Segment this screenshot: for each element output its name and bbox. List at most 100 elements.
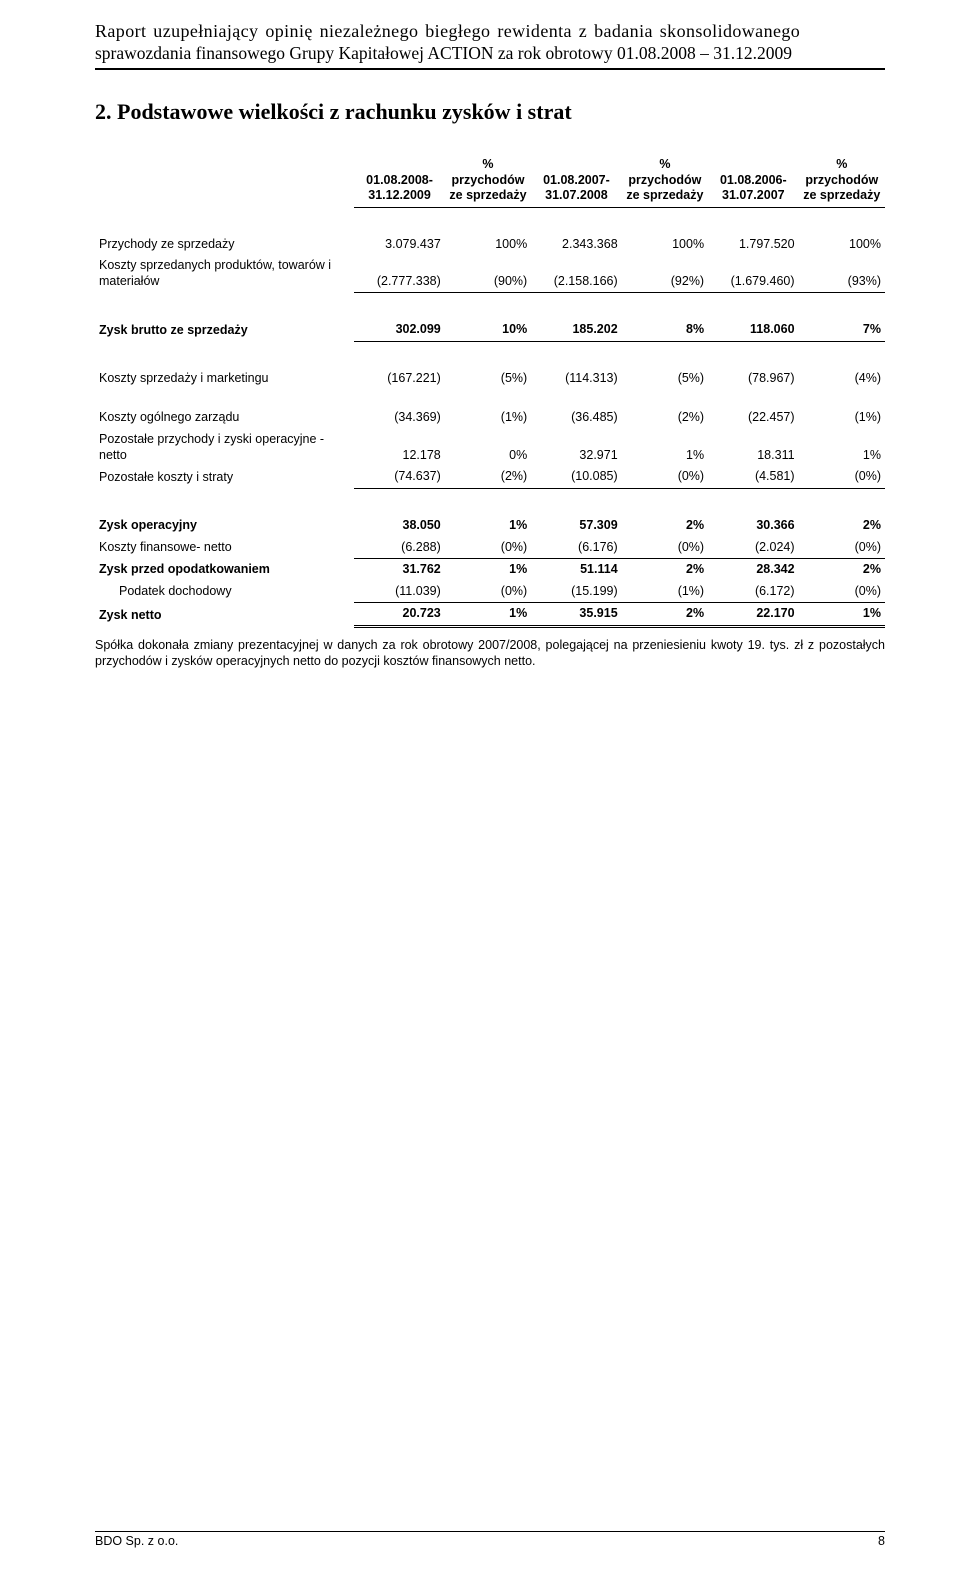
row-label: Zysk operacyjny — [95, 515, 354, 537]
header-line-2: sprawozdania finansowego Grupy Kapitałow… — [95, 43, 885, 65]
value-p1: (34.369) — [354, 407, 444, 429]
spacer-row — [95, 389, 885, 407]
pct-p3: 2% — [799, 559, 885, 581]
value-p3: 118.060 — [708, 319, 798, 341]
pct-p3: 1% — [799, 429, 885, 466]
table-row: Podatek dochodowy(11.039)(0%)(15.199)(1%… — [95, 581, 885, 603]
value-p3: (6.172) — [708, 581, 798, 603]
value-p2: 57.309 — [531, 515, 621, 537]
value-p2: 185.202 — [531, 319, 621, 341]
pct-p2: 2% — [622, 515, 708, 537]
value-p1: (74.637) — [354, 466, 444, 488]
table-row: Zysk brutto ze sprzedaży302.09910%185.20… — [95, 319, 885, 341]
value-p2: (36.485) — [531, 407, 621, 429]
pct-p1: 1% — [445, 603, 531, 627]
pct-p1: 100% — [445, 234, 531, 256]
row-label: Zysk netto — [95, 603, 354, 627]
value-p2: 2.343.368 — [531, 234, 621, 256]
row-label: Podatek dochodowy — [95, 581, 354, 603]
col-pct-1: % przychodów ze sprzedaży — [445, 154, 531, 207]
value-p3: 18.311 — [708, 429, 798, 466]
value-p1: 302.099 — [354, 319, 444, 341]
pct-p3: (0%) — [799, 581, 885, 603]
table-header: 01.08.2008- 31.12.2009 % przychodów ze s… — [95, 154, 885, 234]
pct-p3: 2% — [799, 515, 885, 537]
table-row: Pozostałe koszty i straty(74.637)(2%)(10… — [95, 466, 885, 488]
table-row: Koszty finansowe- netto(6.288)(0%)(6.176… — [95, 537, 885, 559]
pct-p3: (93%) — [799, 255, 885, 292]
pct-p2: (0%) — [622, 537, 708, 559]
value-p1: 12.178 — [354, 429, 444, 466]
pct-p3: (0%) — [799, 466, 885, 488]
table-row: Zysk netto20.7231%35.9152%22.1701% — [95, 603, 885, 627]
pct-p2: 2% — [622, 559, 708, 581]
pct-p2: (92%) — [622, 255, 708, 292]
pct-p2: (5%) — [622, 368, 708, 390]
page-footer: BDO Sp. z o.o. 8 — [95, 1531, 885, 1550]
row-label: Koszty sprzedanych produktów, towarów i … — [95, 255, 354, 292]
footnote: Spółka dokonała zmiany prezentacyjnej w … — [95, 638, 885, 669]
spacer-row — [95, 341, 885, 368]
pct-p2: 8% — [622, 319, 708, 341]
row-label: Koszty finansowe- netto — [95, 537, 354, 559]
pct-p3: 100% — [799, 234, 885, 256]
value-p3: (4.581) — [708, 466, 798, 488]
col-period-1: 01.08.2008- 31.12.2009 — [354, 154, 444, 207]
col-period-2: 01.08.2007- 31.07.2008 — [531, 154, 621, 207]
value-p1: (6.288) — [354, 537, 444, 559]
pct-p1: (5%) — [445, 368, 531, 390]
report-header: Raport uzupełniający opinię niezależnego… — [95, 20, 885, 70]
value-p2: (15.199) — [531, 581, 621, 603]
row-label: Zysk przed opodatkowaniem — [95, 559, 354, 581]
spacer-row — [95, 488, 885, 515]
table-row: Koszty sprzedaży i marketingu(167.221)(5… — [95, 368, 885, 390]
value-p3: 22.170 — [708, 603, 798, 627]
value-p3: (1.679.460) — [708, 255, 798, 292]
row-label: Zysk brutto ze sprzedaży — [95, 319, 354, 341]
pct-p1: 1% — [445, 559, 531, 581]
value-p2: (2.158.166) — [531, 255, 621, 292]
footer-company: BDO Sp. z o.o. — [95, 1534, 178, 1550]
pct-p1: 10% — [445, 319, 531, 341]
pct-p1: (2%) — [445, 466, 531, 488]
pct-p3: (0%) — [799, 537, 885, 559]
value-p3: (78.967) — [708, 368, 798, 390]
value-p1: 20.723 — [354, 603, 444, 627]
pct-p1: (90%) — [445, 255, 531, 292]
row-label: Pozostałe przychody i zyski operacyjne -… — [95, 429, 354, 466]
pct-p1: 0% — [445, 429, 531, 466]
table-row: Koszty sprzedanych produktów, towarów i … — [95, 255, 885, 292]
table-row: Pozostałe przychody i zyski operacyjne -… — [95, 429, 885, 466]
value-p1: (167.221) — [354, 368, 444, 390]
pct-p2: 1% — [622, 429, 708, 466]
value-p3: (22.457) — [708, 407, 798, 429]
pct-p1: (1%) — [445, 407, 531, 429]
col-pct-2: % przychodów ze sprzedaży — [622, 154, 708, 207]
value-p2: (10.085) — [531, 466, 621, 488]
pct-p2: (2%) — [622, 407, 708, 429]
footer-page-number: 8 — [878, 1534, 885, 1550]
table-row: Zysk operacyjny38.0501%57.3092%30.3662% — [95, 515, 885, 537]
value-p1: 38.050 — [354, 515, 444, 537]
value-p2: 51.114 — [531, 559, 621, 581]
value-p1: 31.762 — [354, 559, 444, 581]
col-period-3: 01.08.2006- 31.07.2007 — [708, 154, 798, 207]
value-p2: (6.176) — [531, 537, 621, 559]
pct-p3: 1% — [799, 603, 885, 627]
value-p3: (2.024) — [708, 537, 798, 559]
value-p3: 28.342 — [708, 559, 798, 581]
pct-p3: 7% — [799, 319, 885, 341]
pct-p3: (1%) — [799, 407, 885, 429]
value-p1: (2.777.338) — [354, 255, 444, 292]
pct-p2: (1%) — [622, 581, 708, 603]
pct-p1: (0%) — [445, 537, 531, 559]
table-row: Przychody ze sprzedaży3.079.437100%2.343… — [95, 234, 885, 256]
value-p2: (114.313) — [531, 368, 621, 390]
value-p1: 3.079.437 — [354, 234, 444, 256]
value-p3: 30.366 — [708, 515, 798, 537]
value-p2: 32.971 — [531, 429, 621, 466]
value-p2: 35.915 — [531, 603, 621, 627]
section-title: 2. Podstawowe wielkości z rachunku zyskó… — [95, 98, 885, 126]
header-line-1: Raport uzupełniający opinię niezależnego… — [95, 20, 885, 43]
row-label: Koszty sprzedaży i marketingu — [95, 368, 354, 390]
